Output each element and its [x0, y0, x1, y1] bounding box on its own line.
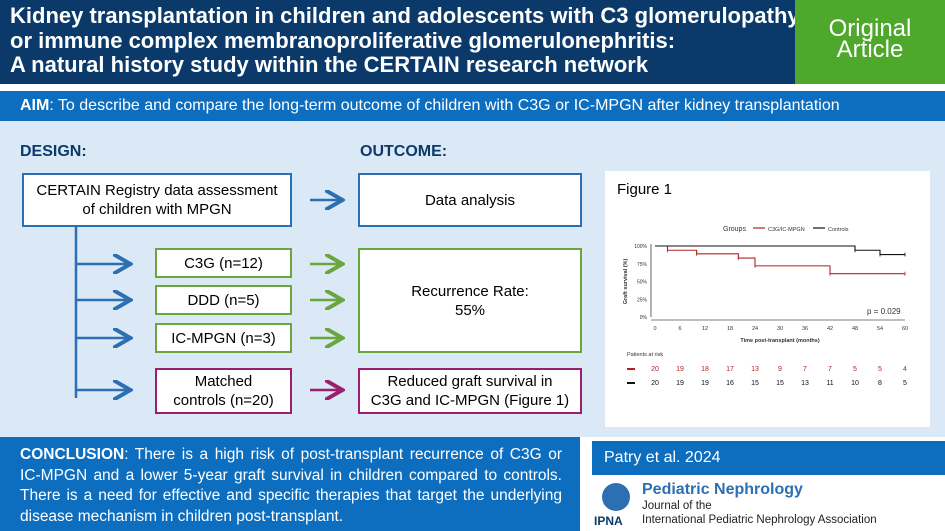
controls-box: Matched controls (n=20): [155, 368, 292, 414]
p-value-annotation: p = 0.029: [867, 307, 901, 316]
legend-entry-1: Controls: [828, 227, 849, 233]
y-tick-2: 50%: [637, 280, 648, 286]
controls-line-1: Matched: [194, 373, 253, 390]
registry-box: CERTAIN Registry data assessment of chil…: [22, 173, 292, 227]
registry-line-2: of children with MPGN: [82, 201, 232, 218]
risk-cell-0-2: 18: [701, 366, 709, 373]
journal-name: Pediatric Nephrology: [642, 481, 803, 498]
figure-panel: Figure 1 Groups C3G/IC-MPGN Controls 0% 25%…: [605, 171, 930, 427]
aim-label: AIM: [20, 97, 50, 114]
risk-table-title: Patients at risk: [627, 352, 663, 358]
risk-cell-1-1: 19: [676, 380, 684, 387]
c3g-text: C3G (n=12): [184, 254, 263, 272]
title-line-2: or immune complex membranoproliferative …: [10, 27, 676, 53]
risk-cell-1-4: 15: [751, 380, 759, 387]
recurrence-box: Recurrence Rate: 55%: [358, 248, 582, 353]
risk-cell-0-3: 17: [726, 366, 734, 373]
ddd-text: DDD (n=5): [187, 291, 260, 309]
title-line-3: A natural history study within the CERTA…: [10, 52, 649, 77]
conclusion-label: CONCLUSION: [20, 446, 125, 463]
conclusion-bar: CONCLUSION: There is a high risk of post…: [0, 437, 580, 531]
icmpgn-text: IC-MPGN (n=3): [171, 329, 276, 347]
risk-cell-0-9: 5: [878, 366, 882, 373]
risk-cell-1-6: 13: [801, 380, 809, 387]
title-line-1: Kidney transplantation in children and a…: [10, 3, 800, 28]
risk-cell-1-7: 11: [826, 380, 833, 387]
x-tick-4: 24: [752, 326, 758, 332]
risk-cell-0-10: 4: [903, 366, 907, 373]
y-axis-label: Graft survival (%): [623, 259, 629, 305]
risk-cell-1-9: 8: [878, 380, 882, 387]
risk-cell-0-1: 19: [676, 366, 684, 373]
y-tick-0: 0%: [640, 315, 648, 321]
x-tick-7: 42: [827, 326, 833, 332]
graft-box: Reduced graft survival in C3G and IC-MPG…: [358, 368, 582, 414]
x-tick-10: 60: [902, 326, 908, 332]
risk-cell-1-8: 10: [851, 380, 859, 387]
x-tick-9: 54: [877, 326, 883, 332]
risk-cell-0-5: 9: [778, 366, 782, 373]
x-tick-5: 30: [777, 326, 783, 332]
y-tick-4: 100%: [634, 244, 647, 250]
analysis-box: Data analysis: [358, 173, 582, 227]
chart-ticks: 0% 25% 50% 75% 100% 0 6 12 18 24 30 36 42 48 54 60 Time …: [623, 244, 908, 344]
conclusion-text: : There is a high risk of post-transplan…: [20, 446, 562, 525]
outcome-label: OUTCOME:: [360, 143, 448, 160]
risk-table: Patients at risk 20 19 18 17 13 9 7 7 5 5 4 20 19 19 16…: [627, 352, 907, 387]
y-tick-1: 25%: [637, 297, 648, 303]
graft-line-1: Reduced graft survival in: [387, 373, 553, 390]
journal-sub-1: Journal of the: [642, 500, 712, 512]
x-tick-3: 18: [727, 326, 733, 332]
citation-panel: Patry et al. 2024 IPNA Pediatric Nephrol…: [580, 437, 945, 531]
design-label: DESIGN:: [20, 143, 87, 160]
km-chart: Groups C3G/IC-MPGN Controls 0%25%50%75%100…: [623, 226, 908, 387]
risk-cell-1-5: 15: [776, 380, 784, 387]
badge-line-1: Original: [828, 15, 912, 42]
risk-cell-0-4: 13: [751, 366, 759, 373]
registry-line-1: CERTAIN Registry data assessment: [36, 182, 278, 199]
x-tick-6: 36: [802, 326, 808, 332]
legend-entry-0: C3G/IC-MPGN: [768, 227, 805, 233]
risk-cell-1-0: 20: [651, 380, 659, 387]
journal-sub-2: International Pediatric Nephrology Assoc…: [642, 514, 877, 526]
aim-text: : To describe and compare the long-term …: [49, 97, 840, 114]
badge-line-2: Article: [836, 36, 904, 63]
icmpgn-box: IC-MPGN (n=3): [155, 323, 292, 353]
risk-cell-0-8: 5: [853, 366, 857, 373]
risk-cell-1-2: 19: [701, 380, 709, 387]
header-banner: Kidney transplantation in children and a…: [0, 0, 800, 84]
y-tick-3: 75%: [637, 262, 648, 268]
x-tick-1: 6: [678, 326, 681, 332]
analysis-text: Data analysis: [424, 191, 516, 209]
x-axis-label: Time post-transplant (months): [740, 338, 820, 344]
chart-series: [655, 245, 906, 276]
article-type-badge: Original Article: [795, 0, 945, 84]
author-bar: Patry et al. 2024: [592, 441, 945, 475]
series-line-1: [655, 245, 905, 256]
figure-title: Figure 1: [617, 181, 673, 198]
ddd-box: DDD (n=5): [155, 285, 292, 315]
c3g-box: C3G (n=12): [155, 248, 292, 278]
chart-axes: [650, 244, 905, 321]
recurrence-line-2: 55%: [454, 301, 486, 319]
x-tick-0: 0: [653, 326, 656, 332]
risk-cell-1-3: 16: [726, 380, 734, 387]
ipna-globe-icon: [602, 483, 630, 511]
controls-line-2: controls (n=20): [173, 392, 274, 409]
risk-cell-1-10: 5: [903, 380, 907, 387]
chart-legend: Groups C3G/IC-MPGN Controls: [723, 226, 849, 233]
aim-bar: AIM: To describe and compare the long-te…: [0, 91, 945, 121]
recurrence-line-1: Recurrence Rate:: [411, 282, 529, 300]
risk-cell-0-7: 7: [828, 366, 832, 373]
graft-line-2: C3G and IC-MPGN (Figure 1): [370, 392, 570, 409]
x-tick-2: 12: [702, 326, 708, 332]
ipna-logo-text: IPNA: [594, 514, 623, 528]
x-tick-8: 48: [852, 326, 858, 332]
legend-title: Groups: [723, 226, 746, 233]
risk-cell-0-0: 20: [651, 366, 659, 373]
risk-cell-0-6: 7: [803, 366, 807, 373]
